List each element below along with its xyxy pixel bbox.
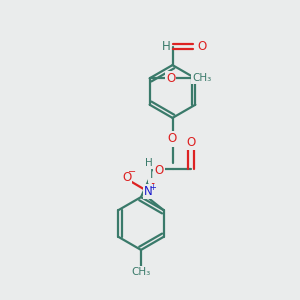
Text: −: − — [128, 167, 136, 177]
Text: N: N — [149, 168, 158, 182]
Text: O: O — [154, 164, 164, 177]
Text: +: + — [149, 183, 156, 192]
Text: O: O — [168, 132, 177, 146]
Text: O: O — [187, 136, 196, 149]
Text: CH₃: CH₃ — [131, 267, 151, 278]
Text: H: H — [161, 40, 170, 53]
Text: CH₃: CH₃ — [193, 73, 212, 83]
Text: O: O — [122, 171, 131, 184]
Text: H: H — [145, 158, 152, 168]
Text: O: O — [197, 40, 206, 53]
Text: N: N — [144, 185, 153, 198]
Text: O: O — [166, 72, 175, 85]
